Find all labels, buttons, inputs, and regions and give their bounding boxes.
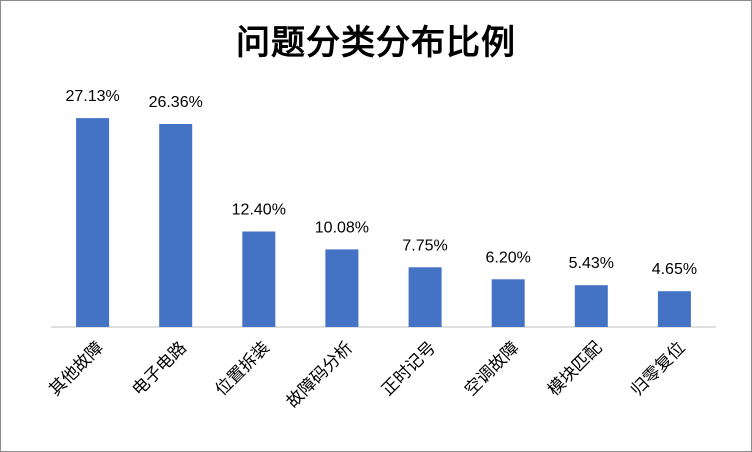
category-label-1: 其他故障 <box>45 338 107 400</box>
data-label-4: 10.08% <box>315 219 369 236</box>
data-label-3: 12.40% <box>232 202 286 219</box>
bar-4 <box>325 249 359 327</box>
bar-3 <box>242 231 276 327</box>
category-label-7: 模块匹配 <box>544 338 606 400</box>
category-label-3: 位置拆装 <box>212 338 274 400</box>
category-label-5: 正时记号 <box>378 338 440 400</box>
data-label-7: 5.43% <box>569 255 614 272</box>
bar-8 <box>657 291 691 327</box>
bar-1 <box>76 118 110 327</box>
bar-2 <box>159 124 193 327</box>
data-label-1: 27.13% <box>65 88 119 105</box>
chart-title: 问题分类分布比例 <box>236 23 516 63</box>
data-label-6: 6.20% <box>486 249 531 266</box>
category-label-8: 归零复位 <box>627 338 689 400</box>
category-label-4: 故障码分析 <box>283 338 357 412</box>
bar-7 <box>574 285 608 327</box>
data-label-5: 7.75% <box>402 237 447 254</box>
category-label-2: 电子电路 <box>129 338 191 400</box>
category-label-6: 空调故障 <box>461 338 523 400</box>
data-label-2: 26.36% <box>149 94 203 111</box>
data-label-8: 4.65% <box>652 261 697 278</box>
bar-6 <box>491 279 525 327</box>
bar-5 <box>408 267 442 327</box>
